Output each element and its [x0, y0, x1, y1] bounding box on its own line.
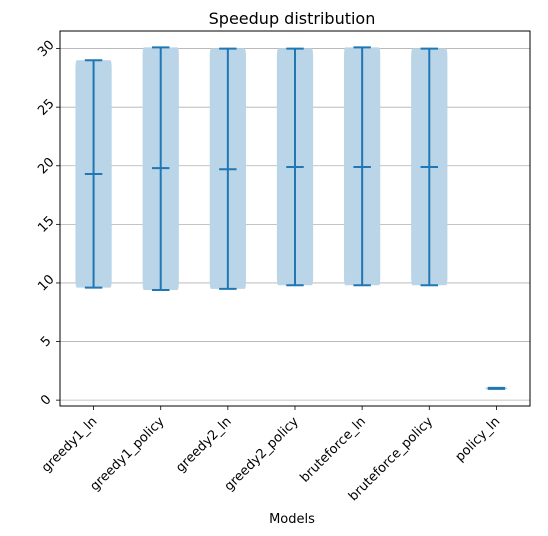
y-tick-label: 10	[35, 272, 57, 294]
x-tick-label: bruteforce_ln	[298, 414, 369, 485]
x-tick-label: policy_ln	[453, 414, 504, 465]
y-tick-label: 0	[38, 392, 54, 408]
y-tick-label: 5	[38, 334, 54, 350]
chart-title: Speedup distribution	[209, 9, 376, 28]
y-tick-label: 30	[35, 38, 57, 60]
y-axis-ticks: 0 5 10 15 20 25 30	[35, 38, 60, 409]
y-tick-label: 20	[35, 155, 57, 177]
x-tick-label: greedy2_policy	[222, 414, 302, 494]
violins	[75, 46, 508, 390]
y-tick-label: 25	[35, 96, 57, 118]
x-tick-label: greedy2_ln	[173, 414, 234, 475]
x-tick-label: greedy1_policy	[87, 414, 167, 494]
x-tick-label: greedy1_ln	[39, 414, 100, 475]
y-tick-label: 15	[35, 214, 57, 236]
x-axis-label: Models	[269, 512, 315, 527]
